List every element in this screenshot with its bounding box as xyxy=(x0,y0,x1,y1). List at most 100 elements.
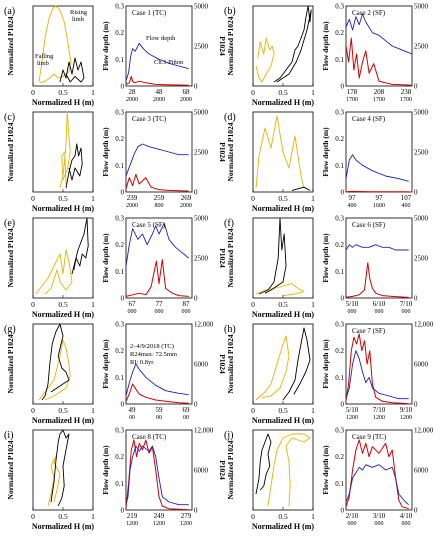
annotation-rising: Rising xyxy=(70,9,88,16)
y-tick-label: 0.1 xyxy=(335,268,344,276)
timeseries-series-flow-depth xyxy=(125,363,189,397)
y-tick-label: 0.2 xyxy=(335,29,344,37)
y-tick-label: 0.2 xyxy=(115,29,124,37)
x-tick-label: 6/10 xyxy=(373,300,386,308)
hysteresis-series-normalized-h xyxy=(38,339,71,401)
y-tick-label: 0.2 xyxy=(335,135,344,143)
x-tick-label: 0.5 xyxy=(278,512,288,521)
x-tick-label: 000 xyxy=(155,309,164,315)
x-tick-label: 0 xyxy=(251,512,255,521)
y2-tick-label: 0 xyxy=(414,189,418,197)
annotation-rainfall: R24max: 72.5mm xyxy=(130,351,177,358)
x-tick-label: 000 xyxy=(402,521,411,527)
timeseries-series-p1024 xyxy=(345,37,413,86)
y-axis-label: Normalized P1024 xyxy=(226,440,235,499)
y-tick-label: 0 xyxy=(341,83,345,91)
hysteresis-series-p1024 xyxy=(291,186,311,191)
x-tick-label: 0.5 xyxy=(58,300,68,309)
x-tick-label: 1 xyxy=(311,406,315,415)
y2-tick-label: 2500 xyxy=(414,149,429,157)
x-tick-label: 1 xyxy=(91,194,95,203)
annotation-falling: Falling xyxy=(35,53,54,60)
y2-tick-label: 12,000 xyxy=(414,321,434,329)
timeseries-series-flow-depth xyxy=(345,350,409,400)
hysteresis-series-p1024 xyxy=(255,433,272,495)
y2-axis-label: P1024 xyxy=(438,248,440,268)
hysteresis-series-normalized-h xyxy=(35,249,73,295)
x-tick-label: 1 xyxy=(311,512,315,521)
timeseries-frame xyxy=(125,323,193,405)
x-tick-label: 1200 xyxy=(373,415,385,421)
y-axis-label: Normalized P1024 xyxy=(226,16,235,75)
annotation-return-interval: RI: 0.8yr xyxy=(130,359,154,366)
x-tick-label: 1700 xyxy=(346,97,358,103)
y-tick-label: 0.3 xyxy=(115,427,124,435)
timeseries-series-p1024 xyxy=(125,75,189,86)
x-tick-label: 1 xyxy=(311,300,315,309)
x-tick-label: 00 xyxy=(156,415,162,421)
x-tick-label: 0.5 xyxy=(58,88,68,97)
timeseries-frame xyxy=(345,217,413,299)
x-tick-label: 0 xyxy=(251,194,255,203)
x-tick-label: 48 xyxy=(156,88,164,96)
panel-label: (e) xyxy=(4,218,15,229)
panel-label: (b) xyxy=(224,6,236,17)
x-tick-label: 239 xyxy=(127,194,138,202)
x-tick-label: 67 xyxy=(129,300,137,308)
y2-tick-label: 0 xyxy=(194,507,198,515)
hysteresis-series-normalized-h xyxy=(255,335,290,401)
x-tick-label: 97 xyxy=(349,194,357,202)
hysteresis-series-p1024 xyxy=(258,217,287,295)
y-axis-label: Flow depth (m) xyxy=(101,21,110,71)
hysteresis-series-p1024 xyxy=(71,217,89,275)
panel-label: (d) xyxy=(224,112,236,123)
x-tick-label: 1200 xyxy=(153,521,165,527)
x-tick-label: 000 xyxy=(375,521,384,527)
y2-tick-label: 0 xyxy=(414,83,418,91)
y-tick-label: 0.3 xyxy=(115,109,124,117)
y-tick-label: 0 xyxy=(341,507,345,515)
annotation-rising: limb xyxy=(72,16,84,23)
hysteresis-series-normalized-h xyxy=(255,283,305,297)
y2-tick-label: 2500 xyxy=(414,43,429,51)
x-tick-label: 000 xyxy=(182,309,191,315)
timeseries-series-p1024 xyxy=(125,173,189,192)
y-axis-label: Normalized P1024 xyxy=(226,334,235,393)
y-axis-label: Flow depth (m) xyxy=(321,127,330,177)
y-tick-label: 0.2 xyxy=(335,453,344,461)
y2-tick-label: 5000 xyxy=(414,3,429,11)
y2-axis-label: P1024 xyxy=(218,460,227,480)
x-tick-label: 000 xyxy=(128,309,137,315)
y-tick-label: 0.2 xyxy=(335,241,344,249)
x-axis-label: Normalized H (m) xyxy=(252,522,315,531)
x-tick-label: 0.5 xyxy=(58,194,68,203)
x-tick-label: 400 xyxy=(402,203,411,209)
y-tick-label: 0.3 xyxy=(335,215,344,223)
y-axis-label: Flow depth (m) xyxy=(101,233,110,283)
hysteresis-series-p1024 xyxy=(273,5,312,83)
y2-tick-label: 12,000 xyxy=(194,427,214,435)
x-tick-label: 259 xyxy=(154,194,165,202)
x-tick-label: 0.5 xyxy=(278,194,288,203)
y-axis-label: Flow depth (m) xyxy=(321,21,330,71)
y2-axis-label: P1024 xyxy=(438,36,440,56)
hysteresis-series-normalized-h xyxy=(267,433,311,507)
x-tick-label: 0 xyxy=(251,88,255,97)
y2-tick-label: 5000 xyxy=(414,215,429,223)
timeseries-series-flow-depth xyxy=(125,143,189,177)
case-title: Case 7 (SF) xyxy=(352,327,386,335)
x-tick-label: 800 xyxy=(155,203,164,209)
x-axis-label: Normalized H (m) xyxy=(252,204,315,213)
x-tick-label: 0 xyxy=(251,300,255,309)
x-tick-label: 28 xyxy=(129,88,137,96)
y2-tick-label: 12,000 xyxy=(194,321,214,329)
case-title: Case 3 (TC) xyxy=(132,115,167,123)
x-axis-label: Normalized H (m) xyxy=(32,416,95,425)
x-tick-label: 1 xyxy=(91,512,95,521)
panel-label: (j) xyxy=(224,430,233,441)
x-tick-label: 1200 xyxy=(126,521,138,527)
y2-tick-label: 2500 xyxy=(194,149,209,157)
y-tick-label: 0.3 xyxy=(115,3,124,11)
y2-axis-label: P1024 xyxy=(218,36,227,56)
x-tick-label: 1 xyxy=(91,406,95,415)
